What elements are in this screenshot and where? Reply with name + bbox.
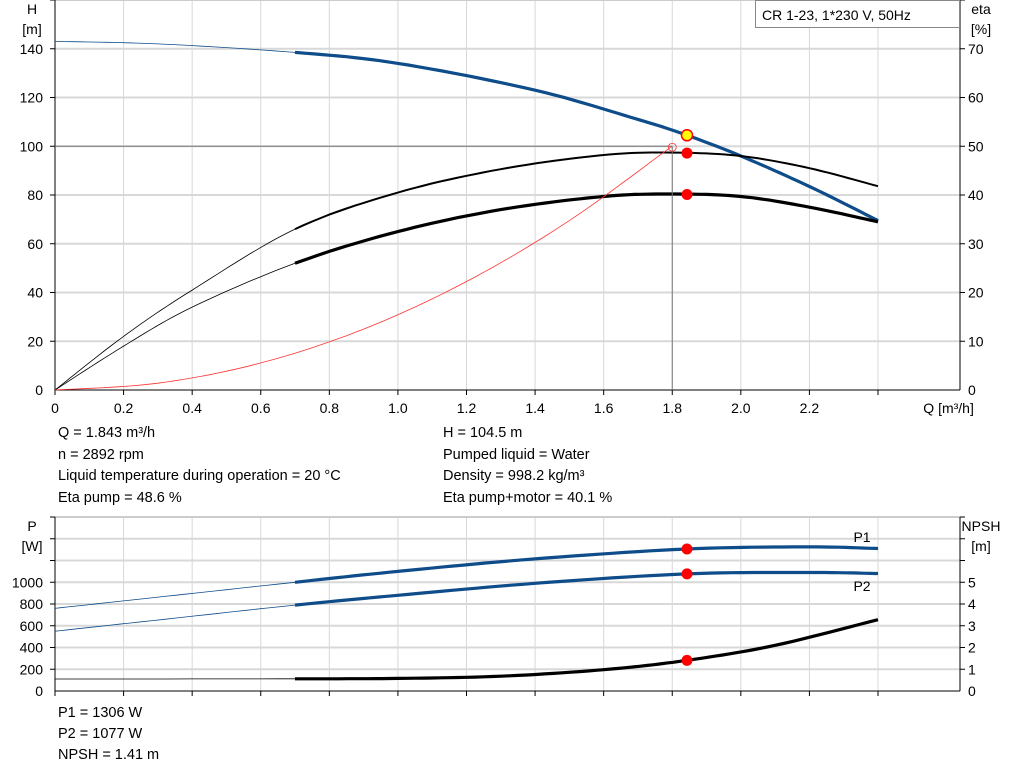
flow-value: Q = 1.843 m³/h <box>58 425 156 441</box>
series-P2-extrapolated-line <box>54 604 296 632</box>
y2-axis-unit: [%] <box>971 21 991 37</box>
npsh-value: NPSH = 1.41 m <box>58 747 160 763</box>
y-tick-label: 800 <box>20 596 44 612</box>
y-tick-label: 120 <box>20 90 44 106</box>
x-tick-label: 0 <box>51 400 59 416</box>
y-tick-label: 600 <box>20 618 44 634</box>
x-tick-label: 1.2 <box>457 400 477 416</box>
y-tick-label: 100 <box>20 138 44 154</box>
series-P1-extrapolated-line <box>54 581 296 609</box>
legend-box <box>755 0 960 28</box>
y2-tick-label: 40 <box>968 187 984 203</box>
y2-axis-label: eta <box>971 1 991 17</box>
y-tick-label: 1000 <box>12 574 43 590</box>
y-axis-unit: [W] <box>22 538 43 554</box>
series-p2-label: P2 <box>853 578 870 594</box>
head-value: H = 104.5 m <box>443 425 523 441</box>
y-tick-label: 140 <box>20 41 44 57</box>
series-eta_pump-line <box>294 151 879 231</box>
series-eta_pump_motor-line <box>294 192 879 265</box>
x-axis-label: Q [m³/h] <box>923 400 974 416</box>
y2-tick-label: 10 <box>968 333 984 349</box>
series-p1-label: P1 <box>853 529 870 545</box>
x-tick-label: 0.2 <box>114 400 134 416</box>
chart-title: CR 1-23, 1*230 V, 50Hz <box>762 7 911 23</box>
speed-value: n = 2892 rpm <box>58 446 144 463</box>
x-tick-label: 1.4 <box>525 400 545 416</box>
density-value: Density = 998.2 kg/m³ <box>443 468 585 484</box>
series-system-line <box>54 145 673 391</box>
y2-axis-label: NPSH <box>962 518 1001 534</box>
series-H-extrapolated-line <box>54 41 296 53</box>
operating-point-npsh-marker <box>681 654 693 666</box>
series-P1-line <box>294 545 879 584</box>
x-tick-label: 1.0 <box>388 400 408 416</box>
y2-tick-label: 2 <box>968 640 976 656</box>
y2-tick-label: 1 <box>968 661 976 677</box>
x-tick-label: 1.8 <box>663 400 683 416</box>
y-tick-label: 200 <box>20 661 44 677</box>
x-tick-label: 0.4 <box>182 400 202 416</box>
y2-tick-label: 5 <box>968 574 976 590</box>
operating-point-p1-marker <box>681 543 693 555</box>
y-tick-label: 0 <box>35 382 43 398</box>
liquid-value: Pumped liquid = Water <box>443 446 590 463</box>
x-tick-label: 0.6 <box>251 400 271 416</box>
y-tick-label: 0 <box>35 683 43 699</box>
y2-tick-label: 50 <box>968 138 984 154</box>
x-tick-label: 2.0 <box>731 400 751 416</box>
series-H-line <box>294 50 879 223</box>
x-tick-label: 0.8 <box>320 400 340 416</box>
series-eta_pump-extrapolated-line <box>54 228 296 391</box>
duty-point-marker <box>667 142 677 152</box>
y-axis-label: H <box>27 1 37 17</box>
operating-point-eta-pump-marker <box>681 147 693 159</box>
operating-point-p2-marker <box>681 568 693 580</box>
y-axis-unit: [m] <box>22 21 41 37</box>
y2-tick-label: 4 <box>968 596 976 612</box>
p2-value: P2 = 1077 W <box>58 726 143 742</box>
series-NPSH-line <box>295 618 879 681</box>
eta-total-value: Eta pump+motor = 40.1 % <box>443 489 613 506</box>
y2-tick-label: 20 <box>968 285 984 301</box>
x-tick-label: 1.6 <box>594 400 614 416</box>
y2-tick-label: 70 <box>968 41 984 57</box>
y2-tick-label: 3 <box>968 618 976 634</box>
operating-point-eta-total-marker <box>681 189 693 201</box>
y-tick-label: 400 <box>20 640 44 656</box>
y2-tick-label: 0 <box>968 382 976 398</box>
y-tick-label: 60 <box>27 236 43 252</box>
y2-axis-unit: [m] <box>971 538 990 554</box>
results-power: P1 = 1306 W P2 = 1077 W NPSH = 1.41 m <box>58 703 159 766</box>
y2-tick-label: 30 <box>968 236 984 252</box>
x-tick-label: 2.2 <box>800 400 820 416</box>
series-eta_pump_motor-extrapolated-line <box>54 262 296 391</box>
eta-pump-value: Eta pump = 48.6 % <box>58 489 182 506</box>
p1-value: P1 = 1306 W <box>58 705 143 721</box>
operating-point-head-marker <box>680 129 694 142</box>
y-axis-label: P <box>27 518 36 534</box>
y2-tick-label: 60 <box>968 90 984 106</box>
y-tick-label: 40 <box>27 285 43 301</box>
results-right: H = 104.5 m Pumped liquid = Water Densit… <box>443 423 612 509</box>
temperature-value: Liquid temperature during operation = 20… <box>58 468 341 484</box>
y-tick-label: 20 <box>27 333 43 349</box>
results-left: Q = 1.843 m³/h n = 2892 rpm Liquid tempe… <box>58 423 341 509</box>
y2-tick-label: 0 <box>968 683 976 699</box>
y-tick-label: 80 <box>27 187 43 203</box>
series-P2-line <box>294 570 878 607</box>
